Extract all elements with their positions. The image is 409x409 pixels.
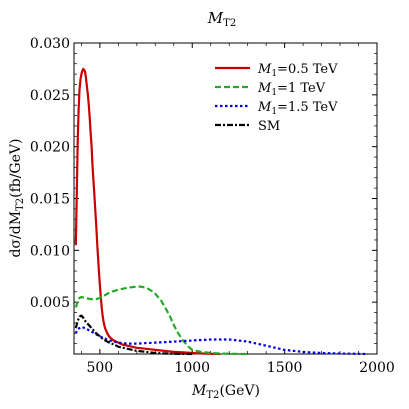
y-tick-label: 0.025	[30, 88, 70, 104]
legend-label-2: M1=1.5 TeV	[257, 100, 338, 117]
y-tick-label: 0.010	[30, 243, 70, 259]
y-tick-label: 0.030	[30, 36, 70, 52]
legend-label-1: M1=1 TeV	[257, 81, 326, 98]
y-axis-label: dσ/dMT2(fb/GeV)	[8, 139, 26, 258]
series-line-2	[74, 325, 368, 356]
series-line-3	[74, 314, 193, 356]
chart-title: MT2	[207, 9, 236, 29]
legend: M1=0.5 TeV M1=1 TeV M1=1.5 TeV SM	[215, 62, 338, 134]
x-tick-label: 2000	[359, 360, 395, 376]
series-lines	[74, 67, 368, 356]
series-line-0	[74, 67, 221, 356]
x-tick-label: 1000	[174, 360, 210, 376]
y-tick-label: 0.020	[30, 140, 70, 156]
x-tick-label: 1500	[267, 360, 303, 376]
legend-label-3: SM	[258, 119, 280, 134]
series-line-1	[74, 285, 248, 356]
y-tick-label: 0.005	[30, 295, 70, 311]
plot-frame	[73, 42, 378, 355]
x-axis-ticks: 500 1000 1500 2000	[81, 43, 395, 376]
x-axis-label: MT2(GeV)	[191, 383, 260, 401]
y-tick-label: 0.015	[30, 192, 70, 208]
legend-label-0: M1=0.5 TeV	[257, 62, 338, 79]
y-axis-ticks: 0.005 0.010 0.015 0.020 0.025 0.030	[30, 36, 377, 344]
x-tick-label: 500	[86, 360, 113, 376]
